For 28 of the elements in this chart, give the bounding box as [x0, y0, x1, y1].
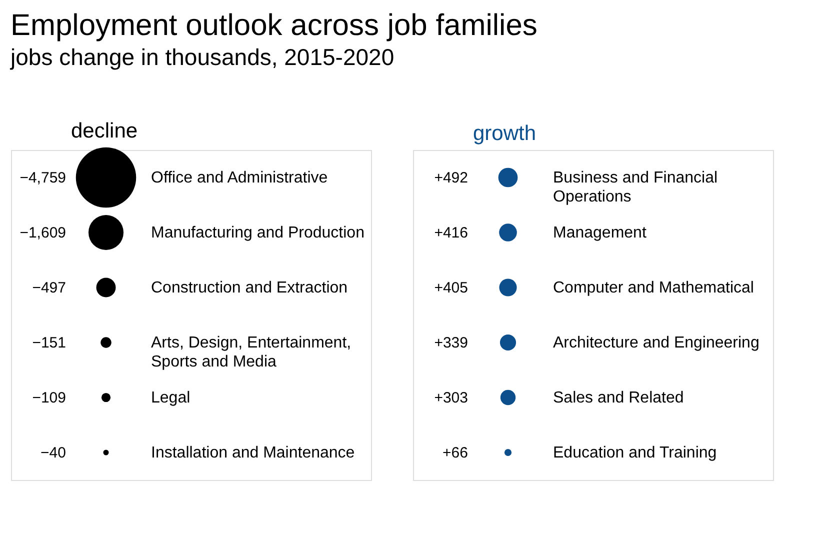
text: Employment outlook across job families — [10, 8, 538, 42]
category-label: Manufacturing and Production — [151, 224, 364, 242]
data-label: +416 — [434, 224, 468, 242]
data-label: +66 — [442, 444, 468, 462]
data-label: +339 — [434, 334, 468, 352]
data-label: +492 — [434, 170, 468, 186]
data-label: +405 — [434, 280, 468, 296]
category-label: Management — [553, 224, 647, 242]
text: jobs change in thousands, 2015-2020 — [10, 44, 394, 70]
category-label: Business and Financial Operations — [553, 170, 718, 206]
category-label: Computer and Mathematical — [553, 280, 754, 296]
data-label: −40 — [40, 444, 66, 462]
data-label: −497 — [32, 280, 66, 296]
category-label: Architecture and Engineering — [553, 334, 760, 352]
legend-label: decline — [71, 119, 138, 142]
category-label: Legal — [151, 390, 190, 406]
data-label: −109 — [32, 390, 66, 406]
data-label: −151 — [32, 334, 66, 352]
data-label: +303 — [434, 390, 468, 406]
category-label: Installation and Maintenance — [151, 444, 355, 462]
category-label: Arts, Design, Entertainment, Sports and Media — [151, 334, 352, 370]
category-label: Sales and Related — [553, 390, 684, 406]
data-label: −1,609 — [20, 224, 66, 242]
category-label: Construction and Extraction — [151, 280, 348, 296]
data-label: −4,759 — [20, 170, 66, 186]
legend-label: growth — [473, 122, 536, 145]
category-label: Office and Administrative — [151, 170, 328, 186]
category-label: Education and Training — [553, 444, 717, 462]
